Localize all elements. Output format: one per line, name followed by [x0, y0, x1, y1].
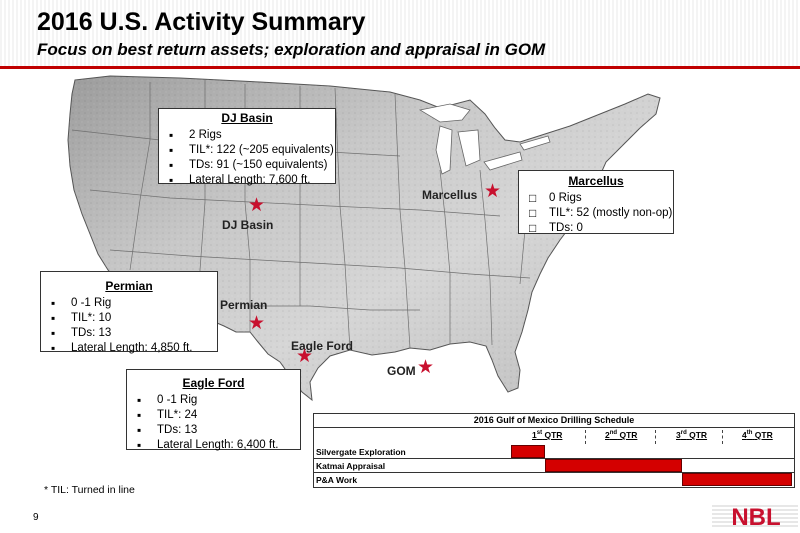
list-item: TDs: 13	[51, 326, 217, 341]
footnote: * TIL: Turned in line	[44, 484, 135, 496]
nbl-logo: NBL	[712, 504, 798, 530]
map-label-dj-basin: DJ Basin	[222, 218, 274, 232]
quarter-header-3: 3rd QTR	[676, 430, 708, 440]
logo-text: NBL	[731, 504, 780, 530]
eagle-ford-box-title: Eagle Ford	[182, 376, 245, 390]
dj-basin-list: 2 Rigs TIL*: 122 (~205 equivalents) TDs:…	[159, 128, 335, 188]
slide-header: 2016 U.S. Activity Summary Focus on best…	[0, 0, 800, 66]
permian-box-title: Permian	[105, 279, 153, 293]
list-item: TIL*: 122 (~205 equivalents)	[169, 143, 335, 158]
page-number: 9	[33, 512, 39, 523]
map-label-permian: Permian	[220, 298, 268, 312]
quarter-separator	[722, 430, 723, 444]
gom-star-icon: ★	[417, 357, 435, 378]
schedule-divider	[314, 458, 794, 459]
map-label-gom: GOM	[387, 364, 416, 378]
schedule-bar-silvergate	[511, 445, 546, 458]
eagle-ford-info-box: Eagle Ford 0 -1 Rig TIL*: 24 TDs: 13 Lat…	[126, 369, 301, 453]
list-item: 0 -1 Rig	[137, 393, 300, 408]
schedule-divider	[314, 427, 794, 428]
gom-drilling-schedule: 2016 Gulf of Mexico Drilling Schedule 1s…	[313, 413, 795, 488]
eagle-ford-list: 0 -1 Rig TIL*: 24 TDs: 13 Lateral Length…	[127, 393, 300, 453]
marcellus-list: 0 Rigs TIL*: 52 (mostly non-op) TDs: 0	[519, 191, 673, 236]
list-item: TDs: 91 (~150 equivalents)	[169, 158, 335, 173]
map-label-eagle-ford: Eagle Ford	[291, 339, 354, 353]
quarter-header-1: 1st QTR	[532, 430, 563, 440]
schedule-row-label: Silvergate Exploration	[316, 447, 406, 457]
schedule-bar-pa-work	[682, 473, 792, 486]
list-item: TIL*: 52 (mostly non-op)	[529, 206, 673, 221]
header-background	[0, 0, 800, 66]
list-item: TIL*: 24	[137, 408, 300, 423]
dj-basin-star-icon: ★	[248, 195, 266, 216]
list-item: 2 Rigs	[169, 128, 335, 143]
marcellus-box-title: Marcellus	[568, 174, 624, 188]
schedule-bar-katmai	[545, 459, 683, 472]
list-item: Lateral Length: 4,850 ft.	[51, 341, 217, 356]
schedule-title: 2016 Gulf of Mexico Drilling Schedule	[473, 415, 635, 425]
slide-title: 2016 U.S. Activity Summary	[37, 8, 366, 36]
slide-subtitle: Focus on best return assets; exploration…	[37, 40, 546, 59]
list-item: Lateral Length: 6,400 ft.	[137, 438, 300, 453]
header-divider	[0, 66, 800, 69]
permian-info-box: Permian 0 -1 Rig TIL*: 10 TDs: 13 Latera…	[40, 271, 218, 356]
quarter-header-2: 2nd QTR	[605, 430, 638, 440]
list-item: TDs: 13	[137, 423, 300, 438]
schedule-row-label: Katmai Appraisal	[316, 461, 386, 471]
dj-basin-info-box: DJ Basin 2 Rigs TIL*: 122 (~205 equivale…	[158, 108, 336, 188]
quarter-separator	[655, 430, 656, 444]
list-item: TDs: 0	[529, 221, 673, 236]
schedule-row-label: P&A Work	[316, 475, 358, 485]
map-label-marcellus: Marcellus	[422, 188, 478, 202]
marcellus-info-box: Marcellus 0 Rigs TIL*: 52 (mostly non-op…	[518, 170, 674, 236]
dj-basin-box-title: DJ Basin	[221, 111, 273, 125]
list-item: 0 -1 Rig	[51, 296, 217, 311]
eagle-ford-star-icon: ★	[296, 346, 314, 367]
quarter-separator	[585, 430, 586, 444]
permian-list: 0 -1 Rig TIL*: 10 TDs: 13 Lateral Length…	[41, 296, 217, 356]
list-item: Lateral Length: 7,600 ft.	[169, 173, 335, 188]
permian-star-icon: ★	[248, 313, 266, 334]
list-item: 0 Rigs	[529, 191, 673, 206]
marcellus-star-icon: ★	[484, 181, 502, 202]
quarter-header-4: 4th QTR	[742, 430, 773, 440]
list-item: TIL*: 10	[51, 311, 217, 326]
schedule-divider	[314, 472, 794, 473]
great-lakes	[418, 103, 551, 175]
